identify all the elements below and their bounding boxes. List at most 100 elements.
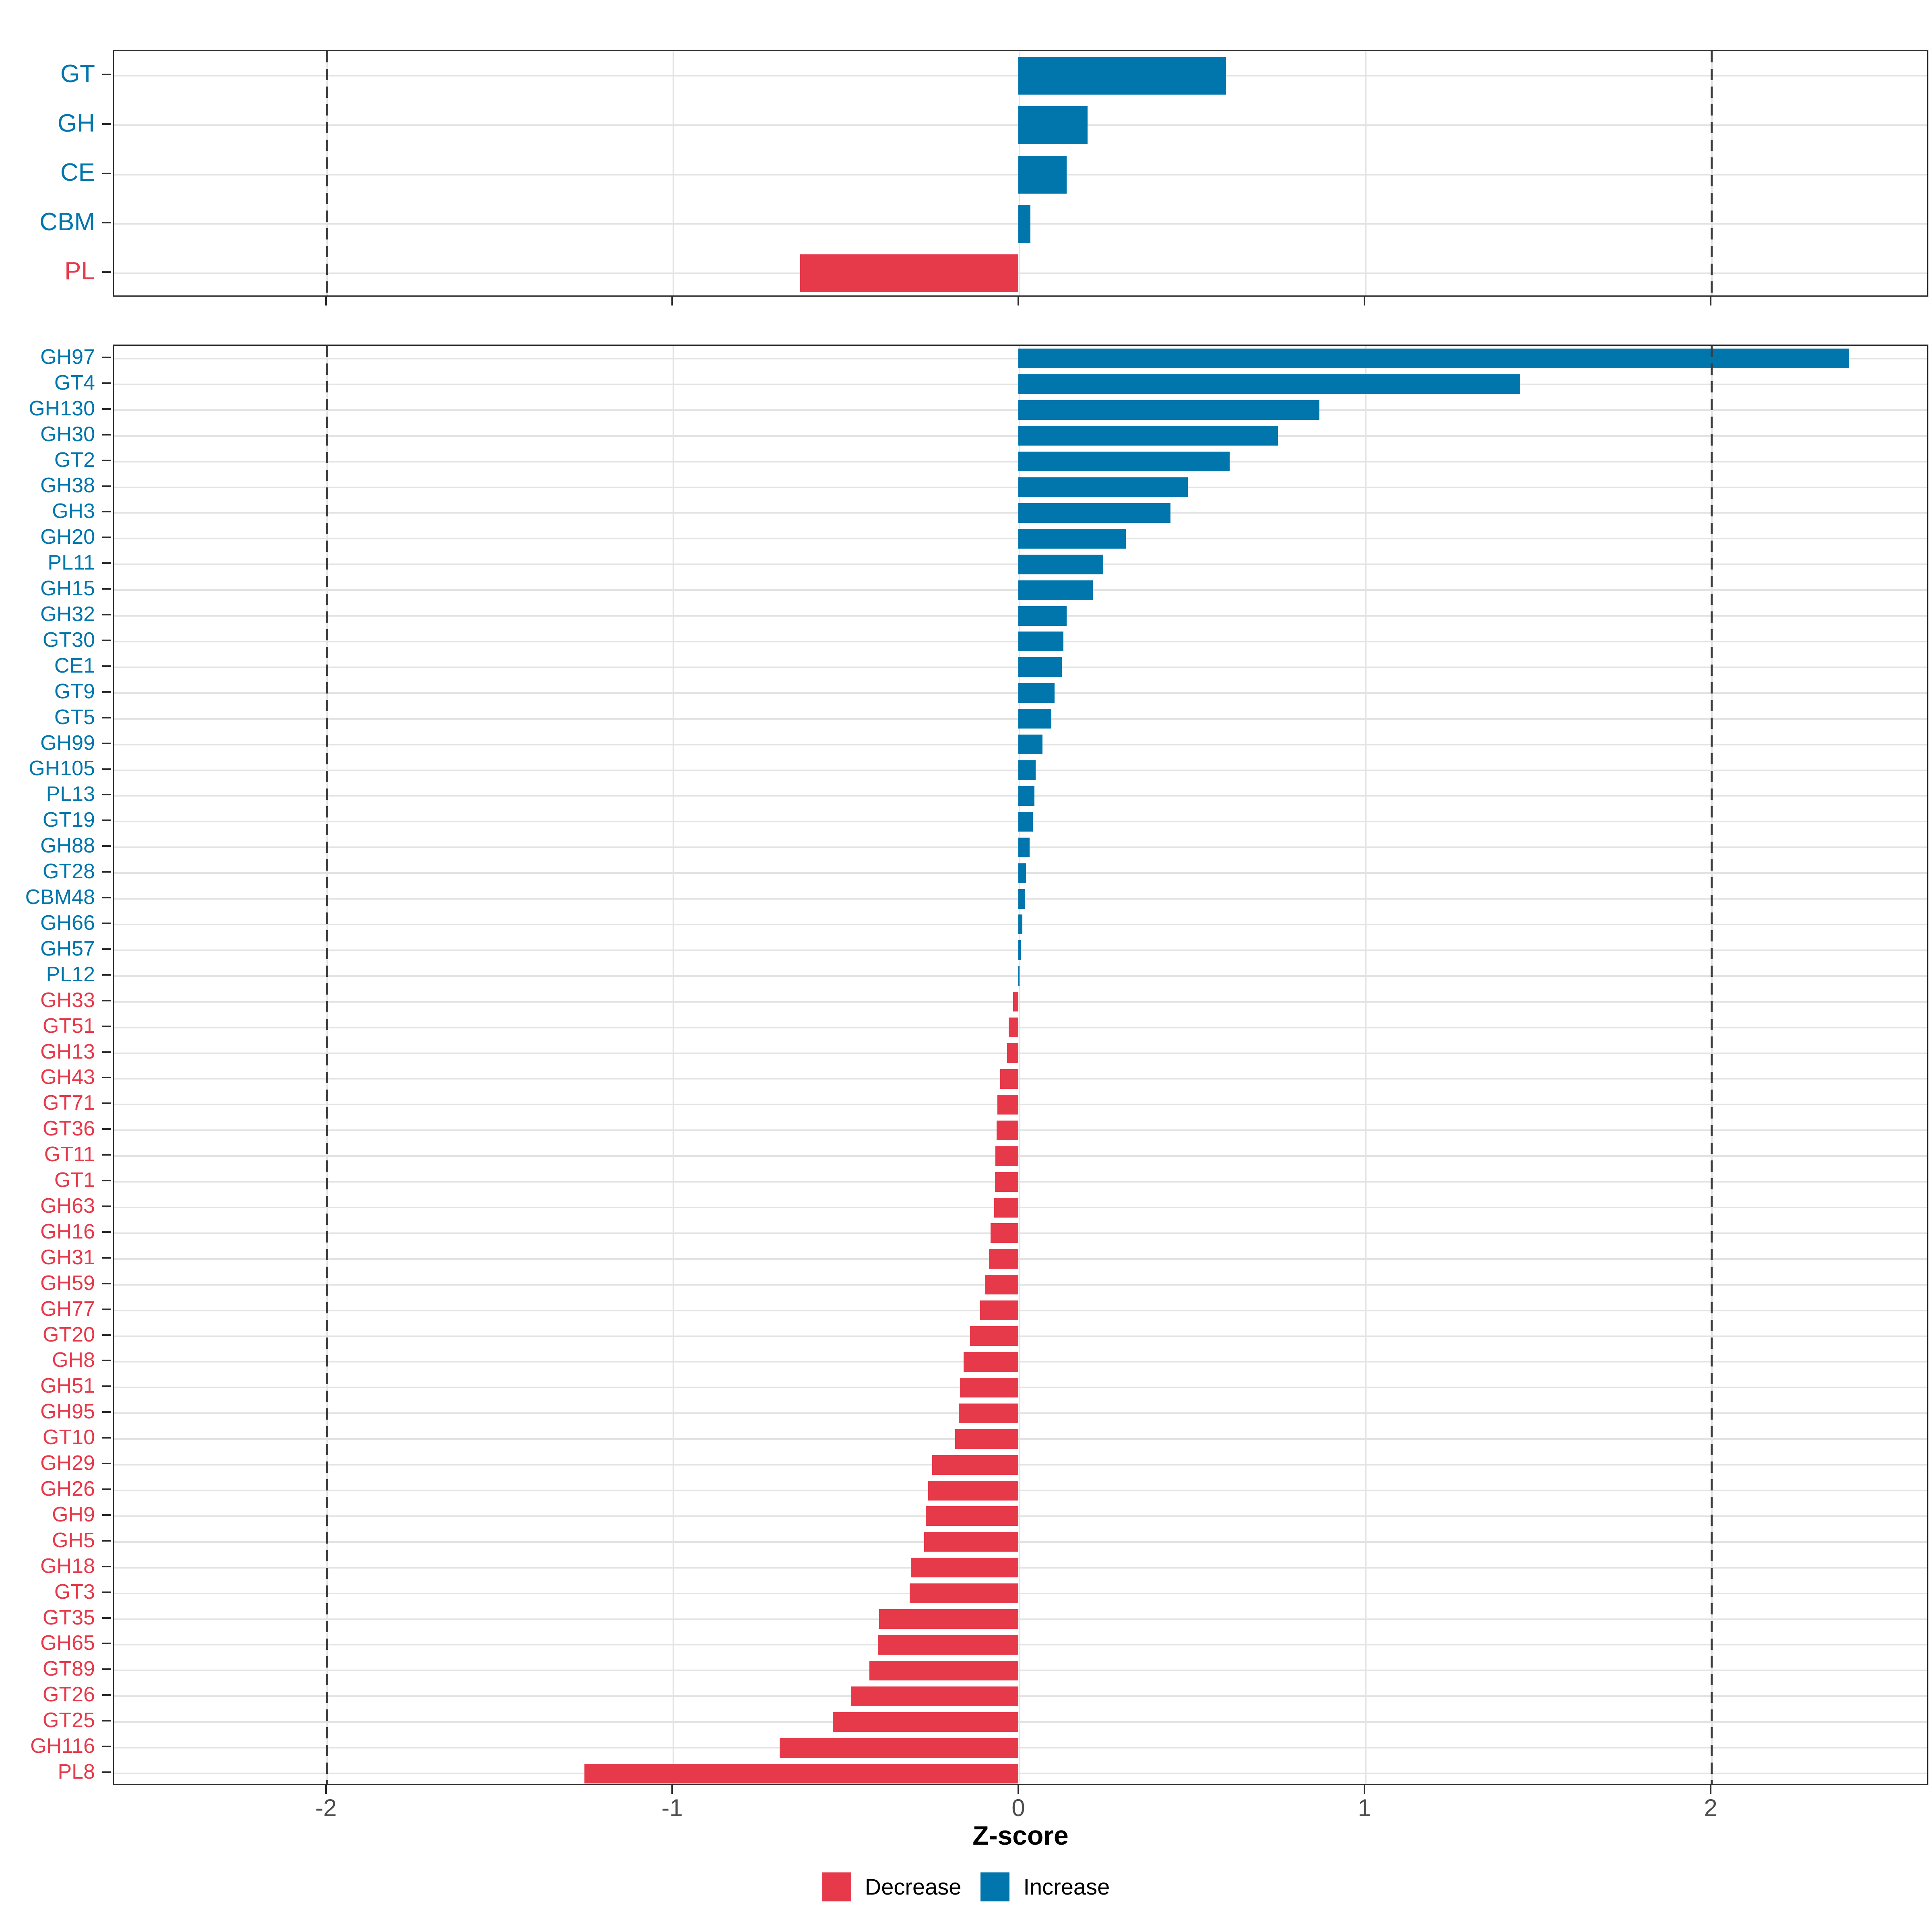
y-tick (102, 1643, 111, 1645)
gridline-vertical (1019, 346, 1020, 1784)
gridline-horizontal (114, 1773, 1927, 1775)
bar-PL11 (1018, 554, 1103, 574)
y-label-GT71: GT71 (42, 1091, 95, 1115)
y-label-GH65: GH65 (40, 1631, 95, 1655)
bar-GH88 (1018, 837, 1030, 857)
y-tick (102, 1746, 111, 1748)
x-tick (1710, 1785, 1711, 1794)
cazyme-family-panel (113, 345, 1928, 1785)
y-label-GH13: GH13 (40, 1040, 95, 1063)
y-label-GH3: GH3 (52, 500, 95, 523)
bar-GT4 (1018, 374, 1520, 394)
y-label-GT35: GT35 (42, 1606, 95, 1629)
bar-GH5 (924, 1532, 1018, 1552)
bar-GH16 (991, 1223, 1018, 1243)
y-tick (102, 1463, 111, 1465)
bar-GH66 (1018, 914, 1023, 935)
gridline-horizontal (114, 1207, 1927, 1208)
bar-GT26 (851, 1686, 1018, 1706)
y-label-GH116: GH116 (30, 1734, 95, 1758)
bar-GT36 (996, 1120, 1018, 1140)
bar-GT11 (995, 1146, 1018, 1166)
gridline-vertical (673, 51, 674, 295)
bar-CBM (1018, 205, 1031, 243)
y-label-GT: GT (60, 60, 95, 88)
y-label-GH15: GH15 (40, 577, 95, 601)
bar-PL12 (1018, 966, 1020, 986)
bar-GT28 (1018, 863, 1026, 883)
y-tick (102, 537, 111, 539)
y-tick (102, 1437, 111, 1439)
y-label-GT5: GT5 (54, 705, 95, 729)
bar-GH33 (1013, 992, 1018, 1012)
bar-GH43 (1000, 1069, 1018, 1089)
gridline-horizontal (114, 1747, 1927, 1749)
y-label-GH29: GH29 (40, 1451, 95, 1475)
gridline-horizontal (114, 1567, 1927, 1569)
bar-GH18 (911, 1558, 1018, 1578)
gridline-horizontal (114, 1284, 1927, 1286)
y-label-PL13: PL13 (46, 782, 95, 806)
y-label-GH20: GH20 (40, 525, 95, 549)
y-tick (102, 742, 111, 744)
y-tick (102, 1385, 111, 1387)
bar-GT89 (869, 1660, 1018, 1680)
y-tick (102, 1025, 111, 1027)
x-tick-label: 0 (1011, 1794, 1025, 1821)
y-label-GH5: GH5 (52, 1528, 95, 1552)
y-tick (102, 1180, 111, 1182)
y-label-GT26: GT26 (42, 1683, 95, 1707)
legend-label-increase: Increase (1023, 1874, 1110, 1899)
y-tick (102, 511, 111, 513)
y-tick (102, 1334, 111, 1336)
x-tick (671, 297, 673, 305)
bar-GH38 (1018, 477, 1188, 497)
y-tick (102, 1540, 111, 1542)
y-tick (102, 897, 111, 899)
bar-GT51 (1008, 1018, 1018, 1038)
y-label-GH18: GH18 (40, 1554, 95, 1578)
x-tick (1364, 1785, 1365, 1794)
y-label-PL: PL (64, 257, 95, 285)
gridline-horizontal (114, 1335, 1927, 1337)
bar-GH20 (1018, 528, 1126, 549)
gridline-horizontal (114, 272, 1927, 274)
y-label-GH: GH (58, 109, 95, 137)
y-label-GH77: GH77 (40, 1297, 95, 1321)
gridline-horizontal (114, 1361, 1927, 1363)
x-tick (1018, 297, 1019, 305)
y-tick (102, 1205, 111, 1207)
legend-item-decrease: Decrease (822, 1872, 961, 1901)
gridline-horizontal (114, 1309, 1927, 1311)
bar-GH13 (1007, 1043, 1018, 1063)
y-tick (102, 1051, 111, 1053)
bar-GH97 (1018, 349, 1849, 369)
bar-GH65 (877, 1635, 1018, 1655)
y-label-GH59: GH59 (40, 1271, 95, 1295)
gridline-horizontal (114, 1026, 1927, 1028)
bar-PL8 (584, 1763, 1018, 1783)
bar-GT71 (997, 1094, 1018, 1115)
y-tick (102, 588, 111, 590)
y-label-PL11: PL11 (47, 551, 95, 575)
bar-GT3 (909, 1583, 1018, 1604)
bar-GH130 (1018, 400, 1320, 420)
y-tick (102, 1617, 111, 1619)
y-label-GT9: GT9 (54, 679, 95, 703)
dashed-reference-line (326, 51, 328, 295)
y-tick (102, 1668, 111, 1670)
x-axis-title: Z-score (972, 1821, 1069, 1850)
y-label-GH33: GH33 (40, 988, 95, 1012)
x-tick-label: -2 (315, 1794, 337, 1821)
y-tick (102, 1231, 111, 1233)
gridline-horizontal (114, 1541, 1927, 1543)
y-label-GT10: GT10 (42, 1426, 95, 1449)
gridline-horizontal (114, 1181, 1927, 1183)
y-tick (102, 1308, 111, 1310)
y-label-GH31: GH31 (40, 1245, 95, 1269)
bar-PL13 (1018, 786, 1034, 806)
bar-GH95 (959, 1403, 1018, 1423)
gridline-horizontal (114, 1721, 1927, 1723)
y-tick (102, 948, 111, 950)
y-label-PL12: PL12 (46, 962, 95, 986)
